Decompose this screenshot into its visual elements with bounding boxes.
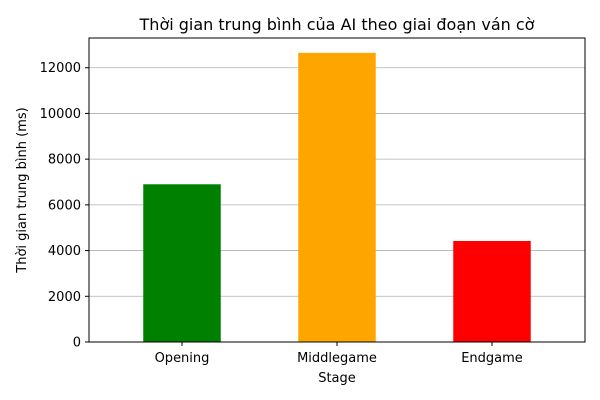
y-tick-label: 2000 <box>48 290 81 305</box>
y-tick-label: 0 <box>73 336 81 351</box>
bar-opening <box>143 184 221 342</box>
bars <box>143 52 531 342</box>
plot-frame <box>88 37 586 343</box>
x-tick-label: Endgame <box>461 351 523 366</box>
x-tick-label: Middlegame <box>297 351 377 366</box>
y-tick-label: 6000 <box>48 198 81 213</box>
chart-title: Thời gian trung bình của AI theo giai đo… <box>139 15 535 34</box>
x-axis-label: Stage <box>318 371 356 386</box>
y-axis-ticks: 0 2000 4000 6000 8000 10000 12000 <box>40 61 89 351</box>
y-tick-label: 12000 <box>40 61 81 76</box>
y-tick-label: 8000 <box>48 153 81 168</box>
x-tick-label: Opening <box>155 351 210 366</box>
bar-middlegame <box>298 52 376 342</box>
y-tick-label: 10000 <box>40 107 81 122</box>
y-axis-label: Thời gian trung bình (ms) <box>15 107 30 273</box>
y-tick-label: 4000 <box>48 244 81 259</box>
x-axis-ticks: Opening Middlegame Endgame <box>155 342 523 366</box>
bar-endgame <box>453 240 531 342</box>
